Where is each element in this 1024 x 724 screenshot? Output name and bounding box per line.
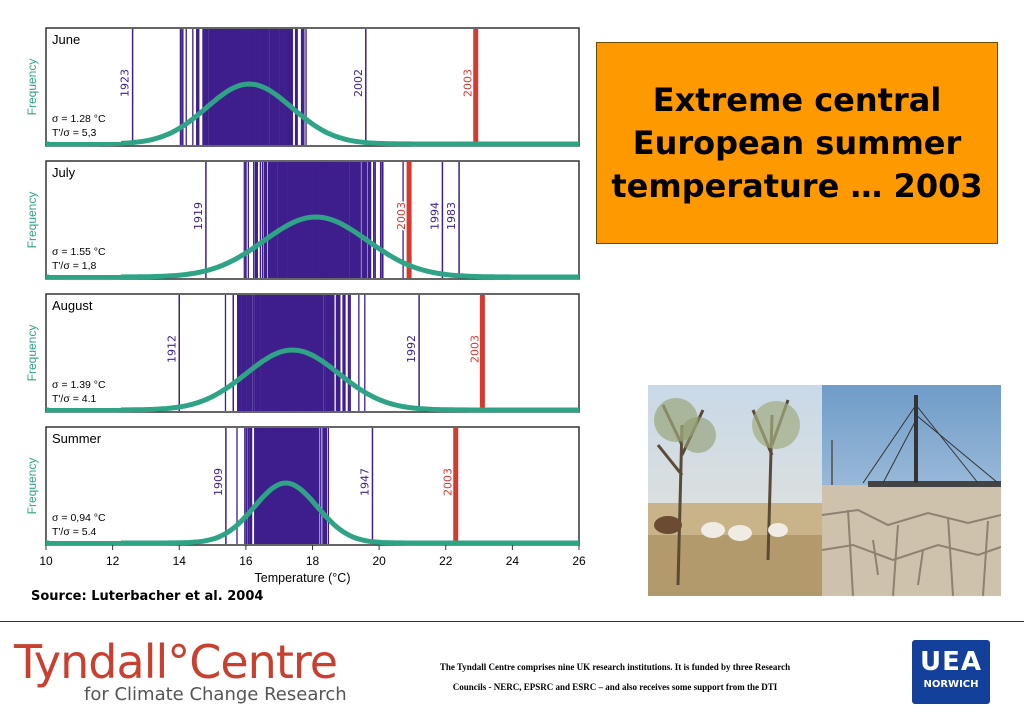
footer-line-1: The Tyndall Centre comprises nine UK res… bbox=[439, 662, 791, 672]
dry-field-photo bbox=[648, 385, 822, 596]
slide-title-box: Extreme central European summer temperat… bbox=[596, 42, 998, 244]
x-tick-label: 12 bbox=[106, 554, 120, 568]
footer-divider bbox=[0, 621, 1024, 622]
normal-distribution-curve bbox=[46, 214, 579, 280]
panel-title: June bbox=[52, 32, 80, 47]
year-label-1912: 1912 bbox=[165, 335, 178, 363]
dry-riverbed-photo bbox=[821, 385, 1001, 596]
y-axis-label: Frequency bbox=[25, 59, 39, 116]
uea-logo-text: UEA bbox=[920, 647, 982, 677]
source-caption: Source: Luterbacher et al. 2004 bbox=[31, 589, 264, 604]
year-label-1983: 1983 bbox=[445, 202, 458, 230]
panel-title: August bbox=[52, 298, 93, 313]
sigma-label: σ = 1.39 °C bbox=[52, 379, 106, 391]
x-tick-label: 18 bbox=[306, 554, 320, 568]
sigma-label: σ = 0,94 °C bbox=[52, 512, 106, 524]
x-axis-label: Temperature (°C) bbox=[255, 571, 351, 585]
normal-distribution-curve bbox=[46, 81, 579, 147]
year-label-1909: 1909 bbox=[212, 468, 225, 496]
y-axis-label: Frequency bbox=[25, 458, 39, 515]
year-label-1994: 1994 bbox=[428, 202, 441, 230]
label-background bbox=[49, 430, 101, 446]
slide-title: Extreme central European summer temperat… bbox=[611, 80, 983, 205]
year-label-2003: 2003 bbox=[462, 69, 475, 97]
normal-distribution-curve bbox=[46, 347, 579, 413]
panel-title: July bbox=[52, 165, 76, 180]
y-axis-label: Frequency bbox=[25, 325, 39, 382]
uea-logo-subtext: NORWICH bbox=[923, 679, 979, 690]
x-tick-label: 14 bbox=[173, 554, 187, 568]
ratio-label: T'/σ = 4.1 bbox=[52, 393, 97, 405]
ratio-label: T'/σ = 5,3 bbox=[52, 127, 97, 139]
year-label-2002: 2002 bbox=[352, 69, 365, 97]
label-background bbox=[49, 297, 101, 313]
year-label-1919: 1919 bbox=[192, 202, 205, 230]
year-label-1992: 1992 bbox=[405, 335, 418, 363]
label-background bbox=[49, 507, 121, 541]
sigma-label: σ = 1.28 °C bbox=[52, 113, 106, 125]
footer-text: The Tyndall Centre comprises nine UK res… bbox=[394, 657, 836, 697]
x-tick-label: 24 bbox=[506, 554, 520, 568]
label-background bbox=[49, 241, 121, 275]
x-tick-label: 16 bbox=[239, 554, 253, 568]
tyndall-logo: Tyndall°Centre bbox=[14, 635, 338, 689]
drought-photos bbox=[648, 385, 1001, 596]
label-background bbox=[49, 164, 101, 180]
x-tick-label: 26 bbox=[572, 554, 586, 568]
sigma-label: σ = 1.55 °C bbox=[52, 246, 106, 258]
footer-line-2: Councils - NERC, EPSRC and ESRC – and al… bbox=[452, 682, 778, 692]
temperature-histograms-chart: 1923 2002 2003 June σ = 1.28 °C T'/σ = 5,3 Fre… bbox=[25, 27, 586, 585]
year-label-1947: 1947 bbox=[358, 468, 371, 496]
year-label-2003: 2003 bbox=[468, 335, 481, 363]
x-tick-label: 22 bbox=[439, 554, 453, 568]
panel-title: Summer bbox=[52, 431, 102, 446]
uea-norwich-logo: UEA NORWICH bbox=[912, 640, 990, 704]
year-label-2003: 2003 bbox=[442, 468, 455, 496]
y-axis-label: Frequency bbox=[25, 192, 39, 249]
year-label-1923: 1923 bbox=[119, 69, 132, 97]
label-background bbox=[49, 108, 121, 142]
x-tick-label: 10 bbox=[39, 554, 53, 568]
normal-distribution-curve bbox=[46, 480, 579, 546]
x-tick-label: 20 bbox=[372, 554, 386, 568]
year-label-2003: 2003 bbox=[395, 202, 408, 230]
label-background bbox=[49, 31, 101, 47]
ratio-label: T'/σ = 5.4 bbox=[52, 526, 97, 538]
tyndall-logo-subtitle: for Climate Change Research bbox=[84, 684, 347, 705]
label-background bbox=[49, 374, 121, 408]
ratio-label: T'/σ = 1,8 bbox=[52, 260, 97, 272]
